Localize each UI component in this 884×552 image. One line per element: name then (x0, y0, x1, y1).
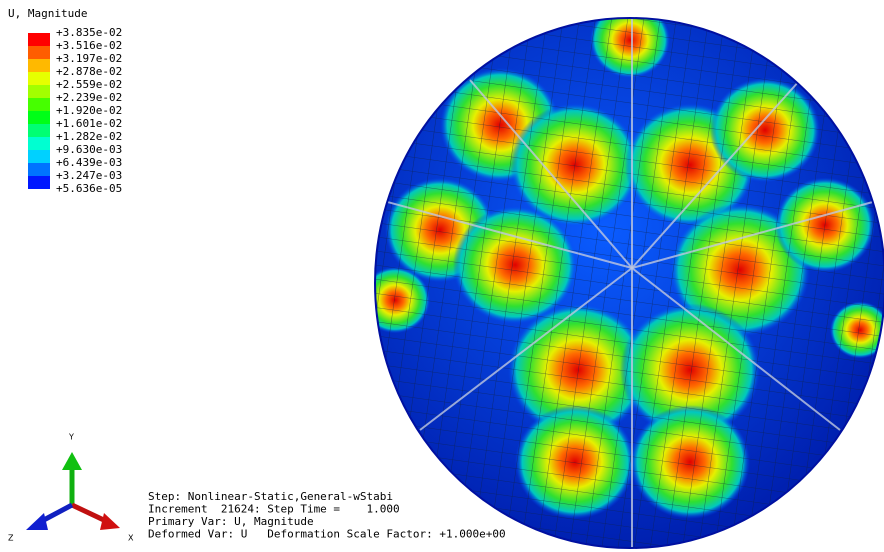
status-line: Primary Var: U, Magnitude (148, 515, 314, 528)
legend-title: U, Magnitude (8, 7, 87, 20)
legend-label: +5.636e-05 (56, 182, 122, 195)
mesh (375, 18, 884, 548)
legend-label: +3.197e-02 (56, 52, 122, 65)
legend-label: +3.835e-02 (56, 26, 122, 39)
legend-band (28, 150, 50, 163)
y-arrow (62, 452, 82, 470)
panel-edge (419, 267, 633, 431)
y-label: Y (68, 433, 74, 442)
legend-band (28, 33, 50, 46)
x-axis (70, 502, 110, 525)
legend-label: +2.878e-02 (56, 65, 122, 78)
status-line: Deformed Var: U Deformation Scale Factor… (148, 528, 506, 541)
panel-edge (469, 79, 633, 269)
x-arrow (100, 513, 120, 530)
x-label: X (128, 534, 134, 543)
legend-band (28, 124, 50, 137)
status-line: Increment 21624: Step Time = 1.000 (148, 503, 400, 516)
legend-band (28, 111, 50, 124)
legend-label: +2.559e-02 (56, 78, 122, 91)
panel-edge (631, 199, 881, 269)
legend-band (28, 163, 50, 176)
legend-band (28, 98, 50, 111)
sphere-outline (374, 17, 884, 549)
legend: +3.835e-02+3.516e-02+3.197e-02+2.878e-02… (28, 26, 122, 195)
legend-band (28, 72, 50, 85)
panel-edge (631, 267, 841, 431)
legend-band (28, 176, 50, 189)
panel-edge (379, 199, 633, 269)
legend-band (28, 59, 50, 72)
model (375, 18, 884, 548)
legend-label: +1.601e-02 (56, 117, 122, 130)
legend-label: +3.516e-02 (56, 39, 122, 52)
legend-label: +6.439e-03 (56, 156, 122, 169)
legend-label: +2.239e-02 (56, 91, 122, 104)
panel-edge (631, 79, 801, 269)
z-arrow (26, 513, 48, 530)
z-label: Z (8, 534, 14, 543)
legend-label: +1.282e-02 (56, 130, 122, 143)
legend-label: +1.920e-02 (56, 104, 122, 117)
status-block: Step: Nonlinear-Static,General-wStabiInc… (148, 490, 506, 541)
legend-label: +3.247e-03 (56, 169, 122, 182)
status-line: Step: Nonlinear-Static,General-wStabi (148, 490, 393, 503)
legend-band (28, 137, 50, 150)
legend-label: +9.630e-03 (56, 143, 122, 156)
legend-band (28, 85, 50, 98)
legend-band (28, 46, 50, 59)
triad: Y X Z (8, 433, 134, 543)
